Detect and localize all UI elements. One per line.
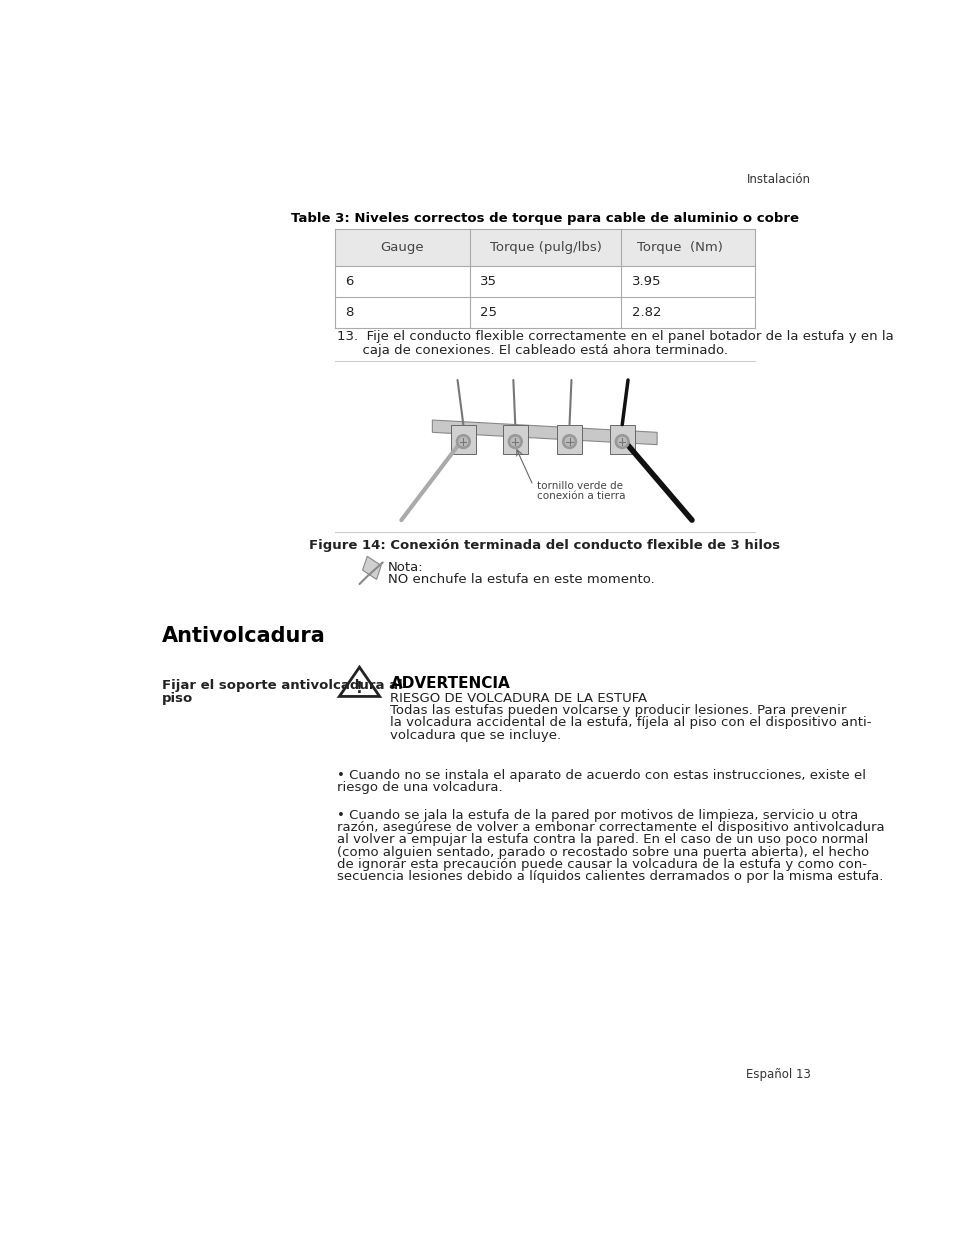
Text: al volver a empujar la estufa contra la pared. En el caso de un uso poco normal: al volver a empujar la estufa contra la … [336,834,867,846]
Polygon shape [432,420,657,445]
Polygon shape [339,667,379,697]
Text: Gauge: Gauge [380,241,424,254]
Text: NO enchufe la estufa en este momento.: NO enchufe la estufa en este momento. [388,573,655,587]
Text: !: ! [355,682,362,697]
Circle shape [565,437,573,446]
Text: Nota:: Nota: [388,561,423,574]
Circle shape [562,435,576,448]
Text: 25: 25 [480,306,497,319]
Text: (como alguien sentado, parado o recostado sobre una puerta abierta), el hecho: (como alguien sentado, parado o recostad… [336,846,868,858]
Text: conexión a tierra: conexión a tierra [537,490,625,501]
Text: piso: piso [162,692,193,705]
Text: Torque  (Nm): Torque (Nm) [637,241,722,254]
Text: riesgo de una volcadura.: riesgo de una volcadura. [336,782,502,794]
Circle shape [615,435,629,448]
Circle shape [456,435,470,448]
Text: • Cuando se jala la estufa de la pared por motivos de limpieza, servicio u otra: • Cuando se jala la estufa de la pared p… [336,809,858,821]
Text: 6: 6 [344,275,353,288]
Text: Todas las estufas pueden volcarse y producir lesiones. Para prevenir: Todas las estufas pueden volcarse y prod… [390,704,846,718]
Bar [335,228,754,266]
Text: volcadura que se incluye.: volcadura que se incluye. [390,729,561,742]
Text: Español 13: Español 13 [745,1068,810,1082]
Text: razón, asegúrese de volver a embonar correctamente el dispositivo antivolcadura: razón, asegúrese de volver a embonar cor… [336,821,883,834]
Text: 35: 35 [480,275,497,288]
Circle shape [618,437,626,446]
Text: caja de conexiones. El cableado está ahora terminado.: caja de conexiones. El cableado está aho… [336,343,727,357]
Text: 2.82: 2.82 [631,306,660,319]
Text: de ignorar esta precaución puede causar la volcadura de la estufa y como con-: de ignorar esta precaución puede causar … [336,858,866,871]
Polygon shape [362,556,381,579]
Text: la volcadura accidental de la estufa, fíjela al piso con el dispositivo anti-: la volcadura accidental de la estufa, fí… [390,716,871,730]
Text: 8: 8 [344,306,353,319]
Text: RIESGO DE VOLCADURA DE LA ESTUFA: RIESGO DE VOLCADURA DE LA ESTUFA [390,692,647,705]
Text: Instalación: Instalación [746,173,810,185]
Circle shape [508,435,521,448]
Text: Table 3: Niveles correctos de torque para cable de aluminio o cobre: Table 3: Niveles correctos de torque par… [291,212,798,225]
Bar [609,425,634,454]
Text: 13.  Fije el conducto flexible correctamente en el panel botador de la estufa y : 13. Fije el conducto flexible correctame… [336,330,893,343]
Text: 3.95: 3.95 [631,275,660,288]
Text: Antivolcadura: Antivolcadura [162,626,325,646]
Bar [502,425,527,454]
Text: Figure 14: Conexión terminada del conducto flexible de 3 hilos: Figure 14: Conexión terminada del conduc… [309,540,780,552]
Text: ADVERTENCIA: ADVERTENCIA [390,677,510,692]
Text: Torque (pulg/lbs): Torque (pulg/lbs) [490,241,601,254]
Text: Fijar el soporte antivolcadura al: Fijar el soporte antivolcadura al [162,679,402,693]
Bar [557,425,581,454]
Bar [451,425,476,454]
Text: secuencia lesiones debido a líquidos calientes derramados o por la misma estufa.: secuencia lesiones debido a líquidos cal… [336,871,882,883]
Circle shape [458,437,467,446]
Text: • Cuando no se instala el aparato de acuerdo con estas instrucciones, existe el: • Cuando no se instala el aparato de acu… [336,769,865,782]
Circle shape [511,437,519,446]
Text: tornillo verde de: tornillo verde de [537,480,622,490]
